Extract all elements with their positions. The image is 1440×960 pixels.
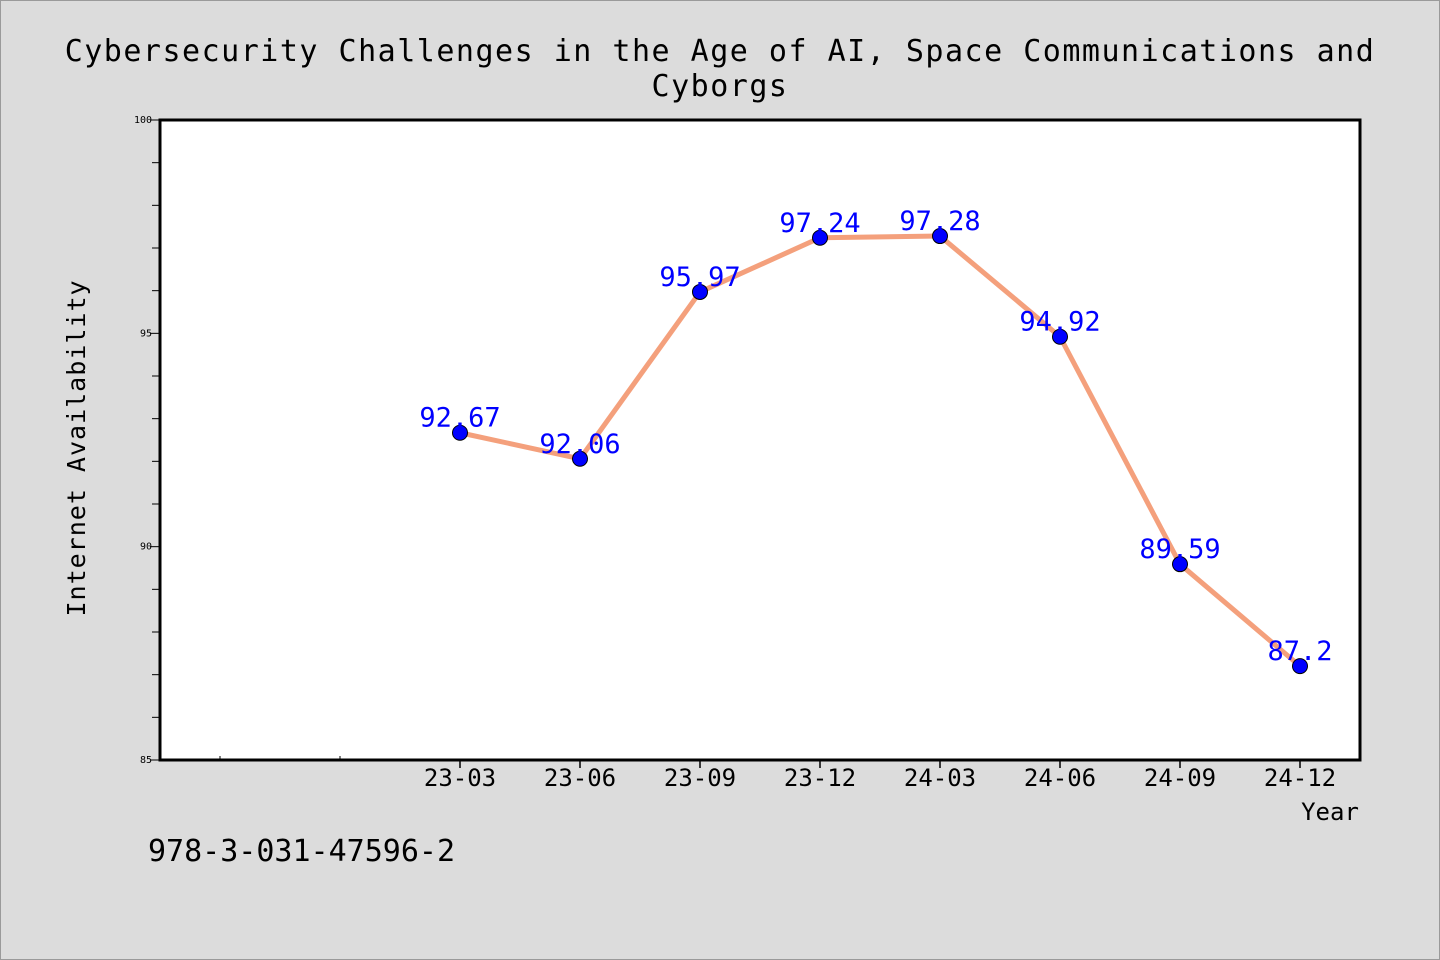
data-point — [1052, 328, 1068, 345]
series-line — [457, 233, 1303, 669]
x-tick-label: 24-12 — [1264, 764, 1336, 792]
x-tick-label: 23-06 — [544, 764, 616, 792]
data-point — [452, 424, 468, 441]
y-axis: 85 90 95 100 — [134, 115, 160, 766]
data-point — [692, 283, 708, 300]
data-point — [572, 450, 588, 467]
x-tick-label: 23-12 — [784, 764, 856, 792]
y-tick-label: 85 — [140, 755, 152, 766]
x-tick-label: 24-03 — [904, 764, 976, 792]
data-point — [812, 229, 828, 246]
y-tick-label: 95 — [140, 328, 152, 339]
data-label: 95.97 — [659, 262, 740, 293]
x-tick-label: 24-09 — [1144, 764, 1216, 792]
y-axis-label: Internet Availability — [62, 279, 91, 616]
plot-area — [158, 118, 1362, 762]
x-tick-label: 23-03 — [424, 764, 496, 792]
x-axis-label: Year — [1301, 798, 1359, 826]
y-tick-label: 90 — [140, 542, 152, 553]
data-point — [1172, 556, 1188, 573]
data-label: 94.92 — [1019, 307, 1100, 338]
y-tick-label: 100 — [134, 115, 152, 126]
data-point — [1292, 658, 1308, 675]
series-markers — [452, 228, 1308, 675]
data-labels: 92.67 92.06 95.97 97.24 97.28 94.92 89.59 87.2 — [419, 206, 1332, 667]
data-label: 97.28 — [899, 206, 980, 237]
data-label: 97.24 — [779, 208, 860, 239]
data-label: 89.59 — [1139, 534, 1220, 565]
isbn-caption: 978-3-031-47596-2 — [148, 834, 456, 869]
x-axis: 23-03 23-06 23-09 23-12 24-03 24-06 24-09 24-12 — [219, 756, 1336, 792]
chart-title: Cybersecurity Challenges in the Age of A… — [64, 34, 1376, 104]
data-point — [932, 228, 948, 245]
data-label: 92.67 — [419, 403, 500, 434]
data-label: 87.2 — [1267, 636, 1332, 667]
data-label: 92.06 — [539, 429, 620, 460]
x-tick-label: 23-09 — [664, 764, 736, 792]
x-tick-label: 24-06 — [1024, 764, 1096, 792]
